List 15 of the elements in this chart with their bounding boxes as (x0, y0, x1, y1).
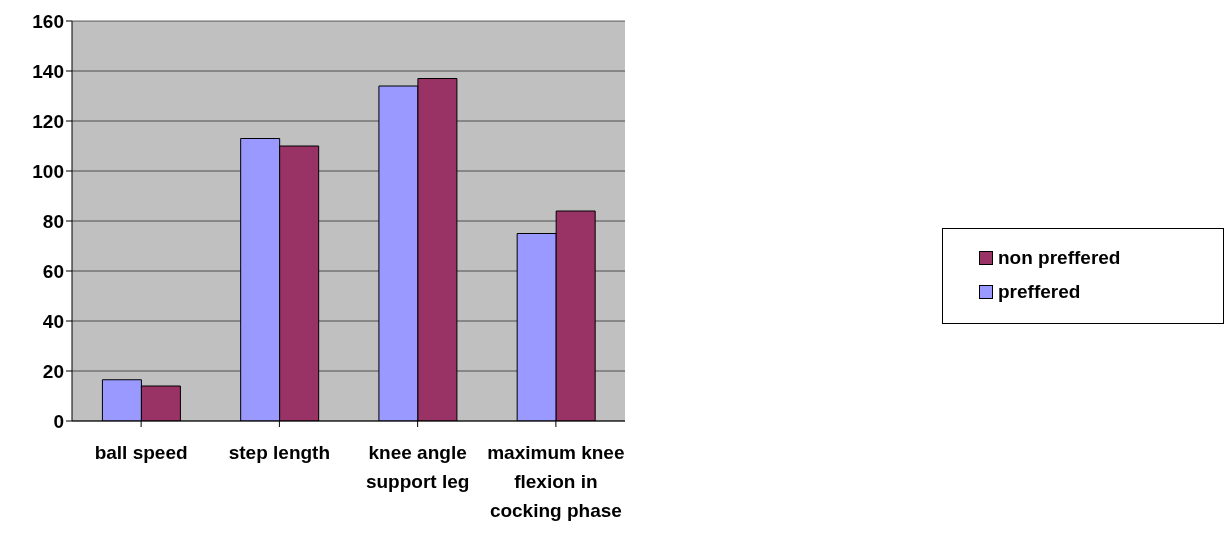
y-tick-label: 80 (42, 210, 64, 232)
y-tick-label: 0 (53, 410, 64, 432)
legend-label: preffered (998, 280, 1081, 303)
x-tick-label: maximum knee flexion in cocking phase (487, 442, 625, 521)
x-tick-label: step length (228, 442, 331, 463)
y-tick-label: 100 (32, 160, 64, 182)
y-tick-label: 40 (42, 310, 64, 332)
y-tick-label: 120 (32, 110, 64, 132)
y-tick-label: 160 (32, 10, 64, 32)
y-tick-label: 60 (42, 260, 64, 282)
y-tick-label: 20 (42, 360, 64, 382)
x-tick-label: ball speed (94, 442, 188, 463)
y-tick-label: 140 (32, 60, 64, 82)
legend-label: non preffered (998, 246, 1121, 269)
x-tick-label: knee angle support leg (365, 442, 470, 492)
